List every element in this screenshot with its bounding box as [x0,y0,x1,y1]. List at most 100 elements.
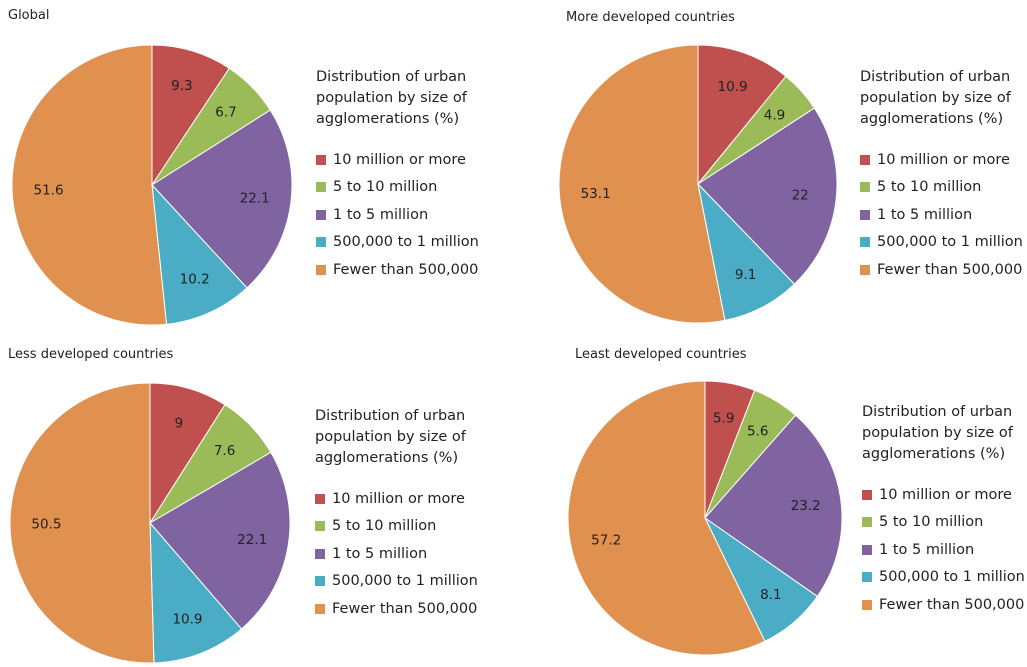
pie-chart: 9.3 6.7 22.1 10.2 51.6 [11,44,293,326]
slice-value-label: 51.6 [34,182,64,198]
chart-title: More developed countries [566,10,735,25]
legend-label: 5 to 10 million [879,514,984,531]
pie-slice [151,44,230,187]
legend-swatch [862,489,872,500]
pie-slice [567,380,766,656]
legend-item: 1 to 5 million [315,540,515,568]
legend-label: Fewer than 500,000 [879,596,1025,613]
legend-item: 5 to 10 million [315,513,515,541]
slice-value-label: 53.1 [581,186,611,202]
slice-value-label: 9.3 [171,78,192,94]
legend-item: Fewer than 500,000 [316,256,516,284]
pie-chart: 9 7.6 22.1 10.9 50.5 [9,382,291,664]
chart-title: Less developed countries [8,347,174,362]
legend-swatch [860,154,870,165]
legend-swatch [315,521,325,532]
legend-label: 10 million or more [877,151,1010,168]
legend-label: 500,000 to 1 million [879,569,1025,586]
legend-item: 5 to 10 million [316,174,516,202]
slice-value-label: 23.2 [791,498,821,514]
legend-item: 500,000 to 1 million [316,229,516,257]
pie-slice [149,451,291,630]
pie-slice [151,109,293,289]
legend-label: 5 to 10 million [877,179,982,196]
legend-item: 500,000 to 1 million [860,229,1027,257]
legend-swatch [315,576,325,587]
legend-swatch [315,548,325,559]
legend-label: Fewer than 500,000 [333,261,479,278]
legend-title: Distribution of urban population by size… [860,69,1011,127]
pie-slice [11,44,168,326]
legend-label: 500,000 to 1 million [332,573,478,590]
legend-label: 10 million or more [332,490,465,507]
slice-value-label: 5.6 [747,423,768,439]
legend-item: Fewer than 500,000 [860,256,1027,284]
legend-item: 500,000 to 1 million [315,568,515,596]
chart-title: Global [8,8,50,23]
legend-label: 500,000 to 1 million [877,234,1023,251]
legend-item: 1 to 5 million [860,201,1027,229]
legend-item: 500,000 to 1 million [862,564,1027,592]
legend-item: Fewer than 500,000 [315,595,515,623]
legend-label: 1 to 5 million [332,545,428,562]
legend-title: Distribution of urban population by size… [862,404,1013,462]
slice-value-label: 9.1 [735,267,756,283]
legend: Distribution of urban population by size… [862,402,1027,619]
legend-label: 500,000 to 1 million [333,234,479,251]
slice-value-label: 4.9 [764,107,785,123]
legend-label: 10 million or more [333,151,466,168]
legend-swatch [862,544,872,555]
legend-item: 10 million or more [316,146,516,174]
legend-item: 5 to 10 million [860,174,1027,202]
slice-value-label: 6.7 [215,104,236,120]
legend-title: Distribution of urban population by size… [316,69,467,127]
legend-swatch [316,264,326,275]
chart-title: Least developed countries [575,347,747,362]
legend-item: 10 million or more [862,481,1027,509]
pie-slice [697,107,838,285]
pie-chart: 10.9 4.9 22 9.1 53.1 [558,44,838,324]
slice-value-label: 10.9 [718,79,748,95]
legend-swatch [862,599,872,610]
pie-slice [9,382,155,664]
legend-swatch [862,517,872,528]
legend-swatch [316,182,326,193]
legend-label: 1 to 5 million [333,206,429,223]
legend-swatch [316,209,326,220]
legend-swatch [860,237,870,248]
legend-item: 5 to 10 million [862,509,1027,537]
legend-label: Fewer than 500,000 [332,600,478,617]
slice-value-label: 22 [792,188,809,204]
legend-swatch [315,493,325,504]
legend-label: 1 to 5 million [877,206,973,223]
pie-slice [151,183,248,325]
slice-value-label: 22.1 [240,190,270,206]
legend: Distribution of urban population by size… [315,406,515,623]
legend-item: Fewer than 500,000 [862,591,1027,619]
slice-value-label: 10.9 [172,612,202,628]
legend-item: 1 to 5 million [316,201,516,229]
pie-slice [558,44,726,324]
legend: Distribution of urban population by size… [316,67,516,284]
slice-value-label: 9 [175,416,184,432]
legend-swatch [316,237,326,248]
legend-swatch [860,182,870,193]
legend-label: 1 to 5 million [879,541,975,558]
pie-slice [704,414,843,598]
pie-chart: 5.9 5.6 23.2 8.1 57.2 [567,380,843,656]
legend-item: 10 million or more [315,485,515,513]
legend-swatch [860,209,870,220]
legend-item: 1 to 5 million [862,536,1027,564]
legend-item: 10 million or more [860,146,1027,174]
legend-label: 10 million or more [879,486,1012,503]
pie-slice [149,382,226,525]
legend-swatch [315,603,325,614]
slice-value-label: 7.6 [214,443,235,459]
legend-label: Fewer than 500,000 [877,261,1023,278]
legend-swatch [860,264,870,275]
legend-label: 5 to 10 million [333,179,438,196]
slice-value-label: 10.2 [180,271,210,287]
legend-title: Distribution of urban population by size… [315,408,466,466]
legend-swatch [862,572,872,583]
slice-value-label: 50.5 [31,516,61,532]
